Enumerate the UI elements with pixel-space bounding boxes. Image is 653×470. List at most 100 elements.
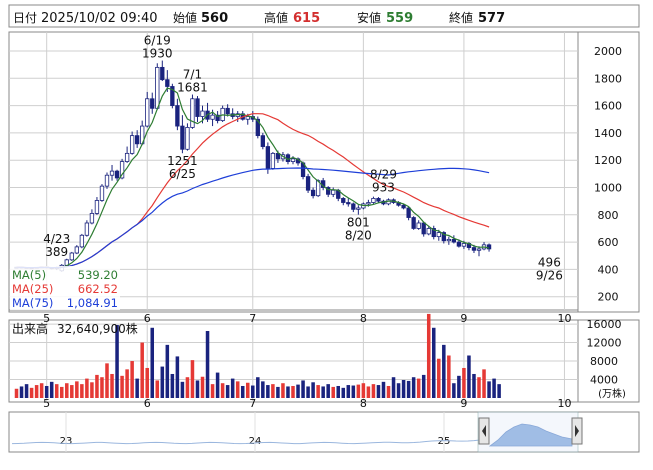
candle-body <box>265 146 271 169</box>
volume-bar <box>487 381 491 398</box>
ma5-value: 539.20 <box>78 268 118 282</box>
volume-bar <box>406 380 411 398</box>
volume-bar <box>165 344 170 398</box>
volume-bar <box>296 384 300 398</box>
volume-bar <box>261 381 265 398</box>
candle-body <box>129 135 135 154</box>
volume-y-tick-label: 12000 <box>587 337 622 350</box>
volume-bar <box>135 378 139 398</box>
annotation-line2: 933 <box>372 181 395 195</box>
volume-bar <box>381 381 386 398</box>
price-x-tick-label: 10 <box>557 312 571 325</box>
ma75-line <box>16 167 490 269</box>
datetime: 2025/10/02 09:40 <box>41 11 158 26</box>
volume-bar <box>85 378 89 398</box>
candle-body <box>406 207 411 218</box>
candle-body <box>461 243 467 247</box>
price-y-tick-label: 2000 <box>594 45 622 58</box>
volume-bar <box>215 372 220 398</box>
volume-bar <box>482 369 486 398</box>
overview-history-line <box>11 439 487 445</box>
candle-body <box>451 238 457 243</box>
header-bar <box>8 4 640 28</box>
volume-bar <box>311 382 315 398</box>
volume-bar <box>195 380 200 398</box>
volume-bar <box>452 383 456 398</box>
candle-body <box>210 114 215 120</box>
volume-bar <box>447 355 451 398</box>
candle-body <box>441 232 446 242</box>
price-x-tick-label: 9 <box>460 312 467 325</box>
ma-legend-box <box>10 266 120 310</box>
annotation-line2: 8/20 <box>345 229 372 243</box>
ma5-line <box>16 87 490 269</box>
volume-bar <box>341 387 346 398</box>
overview-label: 23 <box>60 436 73 447</box>
volume-bar <box>251 385 255 398</box>
volume-x-tick-label: 9 <box>460 397 467 410</box>
ma25-value: 662.52 <box>78 282 118 296</box>
overview-left-handle-arrow <box>482 425 486 437</box>
volume-bar <box>95 374 99 398</box>
price-y-tick-label: 1200 <box>594 154 622 167</box>
volume-bar <box>205 331 210 398</box>
candle-body <box>346 202 351 205</box>
candle-body <box>170 86 175 106</box>
volume-bar <box>210 384 215 398</box>
open-value: 560 <box>201 11 228 26</box>
annotation-line2: 389 <box>45 245 68 259</box>
annotation-line1: 7/1 <box>183 68 202 82</box>
volume-bar <box>49 381 54 398</box>
price-y-ticks: 2000 1800 1600 1400 1200 1000 800 600 400 200 <box>594 45 622 304</box>
volume-bar <box>54 384 59 398</box>
price-y-tick-label: 1800 <box>594 72 622 85</box>
volume-bar <box>220 383 225 398</box>
volume-bar <box>401 379 406 398</box>
volume-bar <box>235 381 240 398</box>
volume-bar <box>39 383 44 398</box>
candle-body <box>270 152 276 169</box>
volume-bar <box>120 375 124 398</box>
volume-bar <box>306 386 310 398</box>
volume-bar <box>376 385 381 398</box>
volume-bar <box>316 385 320 398</box>
volume-bar <box>321 386 325 398</box>
candle-body <box>150 98 155 109</box>
annotation-line2: 6/25 <box>169 167 196 181</box>
ma75-label: MA(75) <box>12 296 53 310</box>
ma75-value: 1,084.91 <box>67 296 118 310</box>
overview-chart[interactable]: 23 24 25 <box>11 411 583 453</box>
volume-bar <box>65 383 69 398</box>
volume-bar <box>326 384 330 398</box>
high-value: 615 <box>293 11 320 26</box>
candle-body <box>225 107 230 115</box>
candle-body <box>190 98 195 128</box>
volume-bar <box>497 384 501 398</box>
candle-body <box>165 79 170 87</box>
volume-bar <box>366 386 371 398</box>
volume-bar <box>416 378 421 398</box>
candle-body <box>195 98 200 117</box>
close-label: 終値 <box>449 10 473 25</box>
volume-bar <box>411 377 416 398</box>
candle-body <box>446 238 451 242</box>
candle-body <box>160 66 165 81</box>
candle-body <box>356 207 361 210</box>
candle-body <box>310 189 316 197</box>
volume-bar <box>150 327 155 398</box>
candle-body <box>255 118 260 137</box>
volume-bar <box>386 385 391 398</box>
volume-bar <box>286 386 290 398</box>
candle-body <box>411 217 416 229</box>
candle-body <box>376 198 381 202</box>
annotation-line1: 8/29 <box>370 168 397 182</box>
candle-body <box>185 127 190 150</box>
volume-bar <box>245 382 250 398</box>
price-grid <box>9 32 578 310</box>
volume-bar <box>125 369 129 398</box>
candle-body <box>290 158 296 162</box>
volume-bar <box>115 325 119 398</box>
volume-bar <box>472 373 476 398</box>
volume-bar <box>80 384 84 398</box>
